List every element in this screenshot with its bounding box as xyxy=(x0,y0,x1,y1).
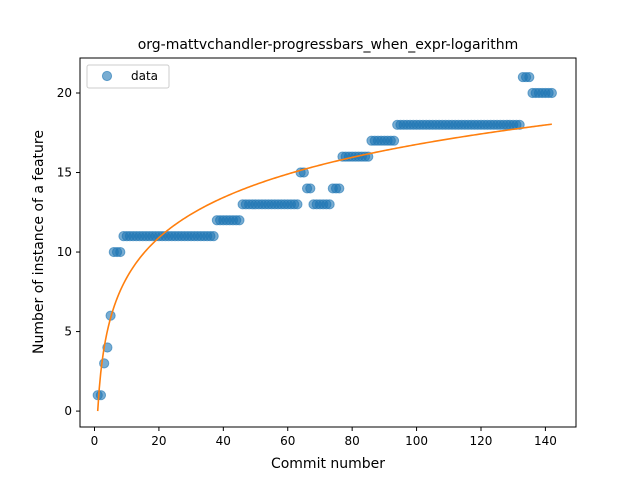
data-point xyxy=(115,246,126,258)
legend-box xyxy=(86,64,170,89)
y-tick-label: 5 xyxy=(64,325,72,339)
x-tick-label: 120 xyxy=(470,434,493,448)
data-point xyxy=(208,231,219,242)
data-point xyxy=(324,199,335,210)
x-tick-label: 40 xyxy=(216,434,231,448)
chart-title: org-mattvchandler-progressbars_when_expr… xyxy=(138,37,519,53)
data-point xyxy=(305,183,316,194)
x-tick-label: 140 xyxy=(534,434,557,448)
data-point xyxy=(514,119,525,130)
x-tick-label: 60 xyxy=(280,434,295,448)
x-tick-label: 0 xyxy=(91,434,99,448)
y-tick-label: 10 xyxy=(57,245,72,259)
y-axis: 0 5 10 15 20 xyxy=(57,86,80,418)
legend: data xyxy=(86,64,170,89)
legend-marker-data xyxy=(101,70,113,82)
x-tick-label: 80 xyxy=(345,434,360,448)
x-tick-label: 100 xyxy=(405,434,428,448)
y-tick-label: 20 xyxy=(57,86,72,100)
x-axis: 0 20 40 60 80 100 120 140 xyxy=(91,427,557,448)
fit-line xyxy=(96,123,552,412)
data-point xyxy=(524,71,535,83)
data-point xyxy=(334,183,345,194)
plot-area xyxy=(92,71,557,412)
y-axis-label: Number of instance of a feature xyxy=(31,130,47,354)
data-point xyxy=(234,215,245,226)
y-tick-label: 0 xyxy=(64,404,72,418)
y-tick-label: 15 xyxy=(57,166,72,180)
x-axis-label: Commit number xyxy=(271,456,385,472)
data-point xyxy=(95,390,107,401)
axes-frame xyxy=(79,57,577,428)
data-point xyxy=(292,199,303,210)
legend-label-data: data xyxy=(131,69,158,83)
data-point xyxy=(388,135,400,146)
data-point xyxy=(546,87,557,99)
x-tick-label: 20 xyxy=(151,434,166,448)
